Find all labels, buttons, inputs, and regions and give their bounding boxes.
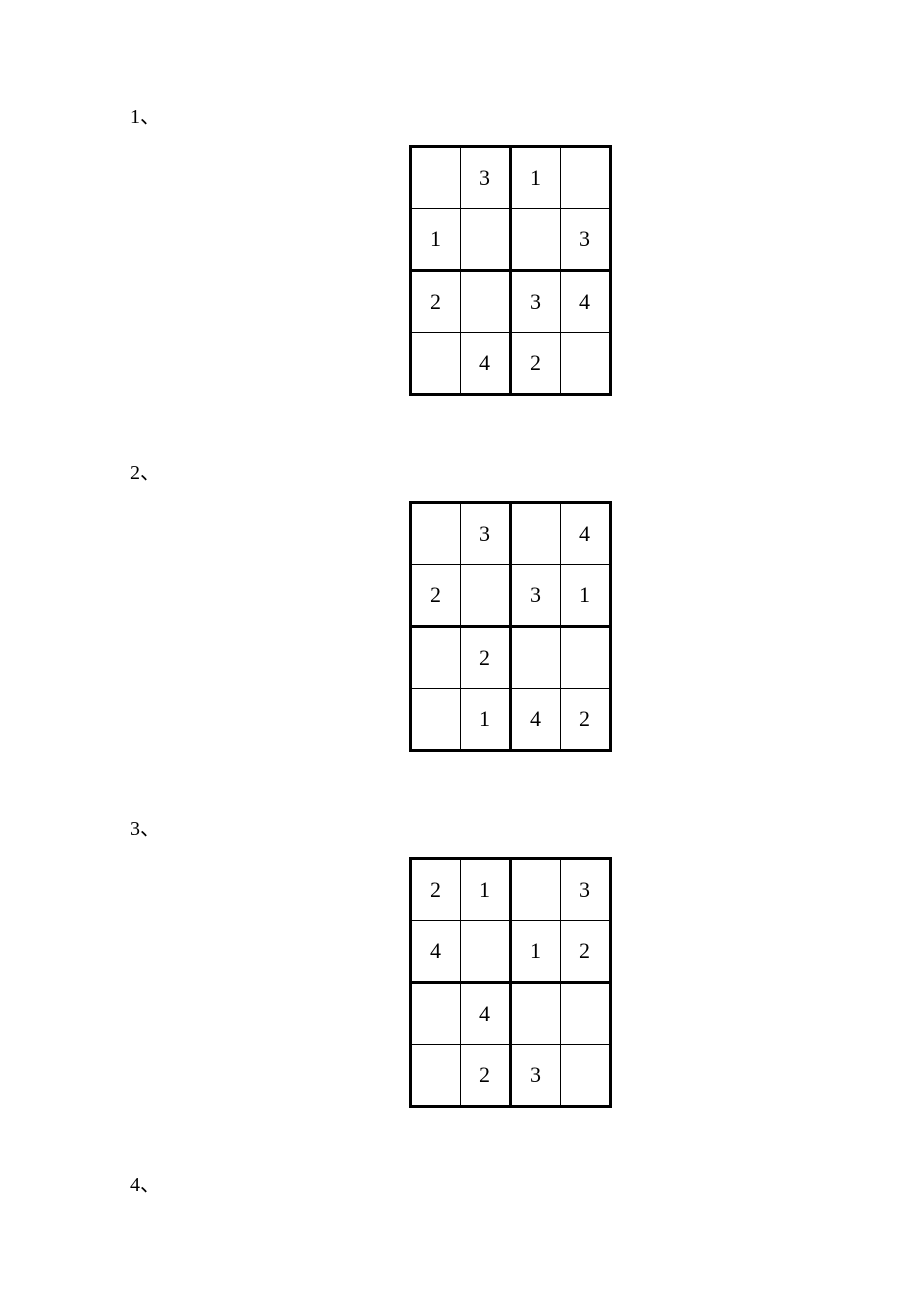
puzzle-block-3: 3、 2 1 3 4 1 2 4 [130,812,790,1108]
cell: 1 [510,147,560,209]
cell [560,627,610,689]
cell: 3 [510,1045,560,1107]
puzzle-label: 3、 [130,812,790,841]
grid-wrap: 3 1 1 3 2 3 4 4 [230,145,790,396]
cell [460,271,510,333]
sudoku-grid-3: 2 1 3 4 1 2 4 [409,857,612,1108]
cell: 4 [460,333,510,395]
grid-wrap: 2 1 3 4 1 2 4 [230,857,790,1108]
cell [560,983,610,1045]
cell [560,147,610,209]
cell [410,689,460,751]
puzzle-block-4: 4、 [130,1168,790,1197]
cell [560,333,610,395]
cell [410,627,460,689]
cell: 3 [560,859,610,921]
cell [410,503,460,565]
cell: 3 [460,503,510,565]
cell: 2 [560,921,610,983]
cell [410,983,460,1045]
puzzle-block-1: 1、 3 1 1 3 2 3 4 [130,100,790,396]
cell: 1 [510,921,560,983]
cell [510,209,560,271]
cell [410,147,460,209]
cell: 4 [560,271,610,333]
cell: 1 [560,565,610,627]
page: 1、 3 1 1 3 2 3 4 [0,0,920,1297]
sudoku-grid-1: 3 1 1 3 2 3 4 4 [409,145,612,396]
cell [410,1045,460,1107]
cell: 4 [460,983,510,1045]
grid-wrap: 3 4 2 3 1 2 1 [230,501,790,752]
cell [460,565,510,627]
cell [510,627,560,689]
cell: 1 [410,209,460,271]
cell [460,921,510,983]
cell: 2 [410,271,460,333]
sudoku-grid-2: 3 4 2 3 1 2 1 [409,501,612,752]
cell: 2 [460,627,510,689]
cell: 3 [460,147,510,209]
puzzle-block-2: 2、 3 4 2 3 1 2 [130,456,790,752]
cell: 4 [410,921,460,983]
cell: 3 [560,209,610,271]
puzzle-label: 1、 [130,100,790,129]
cell [510,983,560,1045]
cell [560,1045,610,1107]
cell: 1 [460,859,510,921]
cell: 3 [510,565,560,627]
cell [510,503,560,565]
cell: 4 [560,503,610,565]
cell: 2 [460,1045,510,1107]
cell: 2 [410,565,460,627]
cell [510,859,560,921]
cell: 1 [460,689,510,751]
cell: 3 [510,271,560,333]
cell [410,333,460,395]
puzzle-label: 4、 [130,1168,790,1197]
cell [460,209,510,271]
cell: 2 [560,689,610,751]
cell: 2 [410,859,460,921]
puzzle-label: 2、 [130,456,790,485]
cell: 2 [510,333,560,395]
cell: 4 [510,689,560,751]
